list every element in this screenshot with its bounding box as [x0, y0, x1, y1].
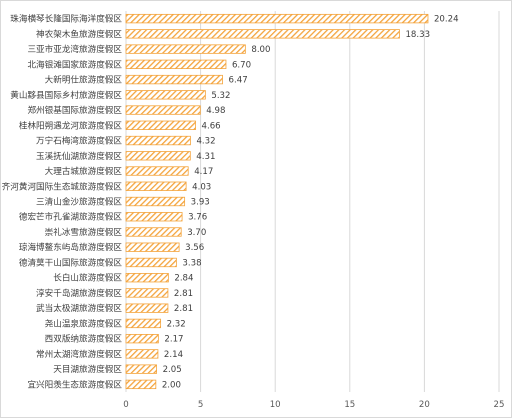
category-label: 长白山旅游度假区 [53, 272, 122, 284]
x-tick-label: 20 [419, 400, 430, 410]
bar [125, 257, 177, 268]
category-label: 北海银滩国家旅游度假区 [27, 58, 122, 70]
value-label: 2.81 [174, 289, 193, 299]
bar [125, 181, 187, 191]
bar [125, 227, 182, 237]
value-label: 3.93 [191, 198, 210, 208]
x-tick-label: 15 [344, 400, 355, 410]
value-label: 18.33 [405, 30, 430, 40]
value-label: 3.38 [182, 258, 201, 268]
category-labels: 珠海横琴长隆国际海洋度假区神农架木鱼旅游度假区三亚市亚龙湾旅游度假区北海银滩国家… [2, 13, 123, 391]
value-label: 2.84 [174, 274, 193, 284]
category-label: 西双版纳旅游度假区 [45, 333, 123, 345]
value-label: 4.17 [194, 167, 213, 177]
category-label: 崇礼冰雪旅游度假区 [45, 226, 123, 238]
x-tick-label: 0 [123, 400, 128, 410]
value-labels: 20.24 18.33 8.006.70 6.47 5.32 4.98 4.66 4.32 4.… [162, 15, 459, 391]
value-label: 5.32 [211, 91, 230, 101]
bar [125, 44, 246, 54]
bar [125, 379, 157, 390]
x-tick-label: 5 [198, 400, 203, 410]
value-label: 4.32 [196, 137, 215, 147]
category-label: 德清莫干山国际旅游度假区 [19, 256, 123, 268]
category-label: 常州太湖湾旅游度假区 [36, 348, 122, 360]
value-label: 2.17 [164, 335, 183, 345]
value-label: 8.00 [251, 45, 270, 55]
bar [125, 349, 159, 359]
bar [125, 13, 429, 24]
category-label: 黄山黟县国际乡村旅游度假区 [10, 89, 122, 101]
bar [125, 74, 223, 85]
bars [125, 13, 429, 390]
bar [125, 273, 169, 283]
value-label: 4.31 [196, 152, 215, 162]
x-tick-label: 25 [494, 400, 505, 410]
bar [125, 333, 159, 344]
category-label: 尧山温泉旅游度假区 [45, 317, 123, 329]
bar [125, 29, 400, 39]
bar [125, 135, 191, 146]
bar [125, 242, 180, 252]
bar [125, 212, 183, 222]
value-label: 3.56 [185, 243, 204, 253]
x-tick-label: 10 [270, 400, 281, 410]
value-label: 2.14 [164, 350, 183, 360]
category-label: 宜兴阳羡生态旅游度假区 [27, 378, 122, 390]
category-label: 三清山金沙旅游度假区 [36, 196, 122, 208]
category-label: 桂林阳朔遇龙河旅游度假区 [19, 119, 123, 131]
category-label: 武当太极湖旅游度假区 [36, 302, 122, 314]
bar [125, 151, 191, 161]
bar [125, 288, 169, 298]
value-label: 4.03 [192, 182, 211, 192]
bar [125, 120, 196, 130]
x-axis-tick-labels: 0 5 10 15 20 25 [123, 400, 504, 410]
value-label: 3.70 [187, 228, 206, 238]
category-label: 大理古城旅游度假区 [45, 165, 123, 177]
category-label: 琼海博鳌东屿岛旅游度假区 [19, 241, 123, 253]
category-label: 郑州银基国际旅游度假区 [27, 104, 122, 116]
value-label: 2.00 [162, 380, 181, 390]
category-label: 德宏芒市孔雀湖旅游度假区 [19, 211, 123, 223]
bar [125, 90, 206, 100]
category-label: 神农架木鱼旅游度假区 [36, 28, 122, 40]
bar [125, 364, 157, 374]
bar [125, 318, 162, 329]
gridlines [125, 11, 500, 392]
bar [125, 303, 169, 313]
category-label: 淳安千岛湖旅游度假区 [36, 287, 122, 299]
bar [125, 105, 201, 115]
value-label: 6.47 [229, 76, 248, 86]
value-label: 4.98 [206, 106, 225, 116]
category-label: 三亚市亚龙湾旅游度假区 [27, 43, 122, 55]
value-label: 2.05 [163, 365, 182, 375]
category-label: 齐河黄河国际生态城旅游度假区 [2, 180, 123, 192]
category-label: 万宁石梅湾旅游度假区 [36, 135, 122, 147]
value-label: 6.70 [232, 60, 251, 70]
value-label: 2.81 [174, 304, 193, 314]
bar [125, 196, 186, 207]
value-label: 20.24 [434, 15, 459, 25]
value-label: 3.76 [188, 213, 207, 223]
bar [125, 166, 189, 176]
value-label: 2.32 [167, 319, 186, 329]
category-label: 大新明仕旅游度假区 [45, 74, 123, 86]
category-label: 珠海横琴长隆国际海洋度假区 [10, 13, 122, 25]
bar [125, 59, 227, 70]
value-label: 4.66 [202, 121, 221, 131]
category-label: 玉溪抚仙湖旅游度假区 [36, 150, 122, 162]
category-label: 天目湖旅游度假区 [53, 363, 122, 375]
